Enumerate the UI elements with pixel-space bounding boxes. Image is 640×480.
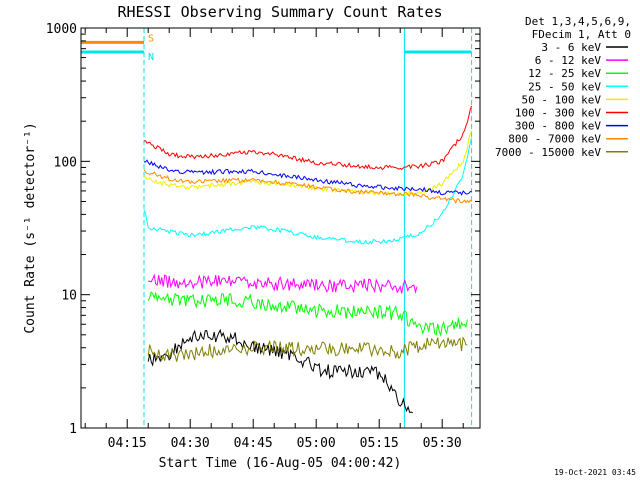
series-line-100-300-kev bbox=[143, 105, 473, 171]
series-line-7000-15000-kev bbox=[147, 336, 468, 362]
x-tick-label-04-30: 04:30 bbox=[171, 436, 210, 451]
plot-frame bbox=[80, 27, 481, 429]
legend-label-7000-15000-kev: 7000 - 15000 keV bbox=[495, 146, 601, 159]
series-line-6-12-kev bbox=[148, 273, 418, 294]
y-tick-label-1: 1 bbox=[69, 422, 77, 437]
y-tick-label-10: 10 bbox=[61, 289, 77, 304]
legend-label-3-6-kev: 3 - 6 keV bbox=[541, 41, 601, 54]
y-tick-label-100: 100 bbox=[54, 155, 77, 170]
x-tick-label-04-45: 04:45 bbox=[234, 436, 273, 451]
legend-label-12-25-kev: 12 - 25 keV bbox=[528, 67, 601, 80]
y-axis-label: Count Rate (s⁻¹ detector⁻¹) bbox=[23, 122, 38, 333]
legend-label-800-7000-kev: 800 - 7000 keV bbox=[508, 133, 601, 146]
legend-label-25-50-kev: 25 - 50 keV bbox=[528, 80, 601, 93]
legend-label-50-100-kev: 50 - 100 keV bbox=[522, 93, 602, 106]
plot-area: SN bbox=[80, 28, 473, 428]
series-line-800-7000-kev bbox=[143, 169, 472, 204]
legend-header-line-1: Det 1,3,4,5,6,9, bbox=[525, 15, 631, 28]
series-line-300-800-kev bbox=[143, 159, 472, 196]
series-line-3-6-kev bbox=[147, 328, 414, 414]
flag-label-n: N bbox=[148, 52, 154, 63]
legend-label-100-300-kev: 100 - 300 keV bbox=[515, 107, 601, 120]
axes: 1 10 100 1000 04:15 04:30 04:45 05:00 05:15 05:30 bbox=[46, 22, 481, 451]
legend-label-6-12-kev: 6 - 12 keV bbox=[535, 54, 602, 67]
generation-timestamp: 19-Oct-2021 03:45 bbox=[554, 468, 636, 477]
x-tick-label-05-15: 05:15 bbox=[360, 436, 399, 451]
legend: Det 1,3,4,5,6,9, FDecim 1, Att 0 3 - 6 k… bbox=[495, 15, 631, 159]
x-tick-label-05-00: 05:00 bbox=[297, 436, 336, 451]
y-tick-label-1000: 1000 bbox=[46, 22, 77, 37]
series-line-50-100-kev bbox=[144, 130, 473, 197]
series-line-12-25-kev bbox=[147, 291, 468, 337]
legend-label-300-800-kev: 300 - 800 keV bbox=[515, 120, 601, 133]
x-axis-label: Start Time (16-Aug-05 04:00:42) bbox=[159, 456, 402, 471]
chart-title: RHESSI Observing Summary Count Rates bbox=[117, 3, 442, 21]
x-tick-label-04-15: 04:15 bbox=[108, 436, 147, 451]
legend-header-line-2: FDecim 1, Att 0 bbox=[532, 28, 631, 41]
series-line-25-50-kev bbox=[143, 137, 473, 245]
flag-label-s: S bbox=[148, 33, 154, 44]
x-tick-label-05-30: 05:30 bbox=[423, 436, 462, 451]
